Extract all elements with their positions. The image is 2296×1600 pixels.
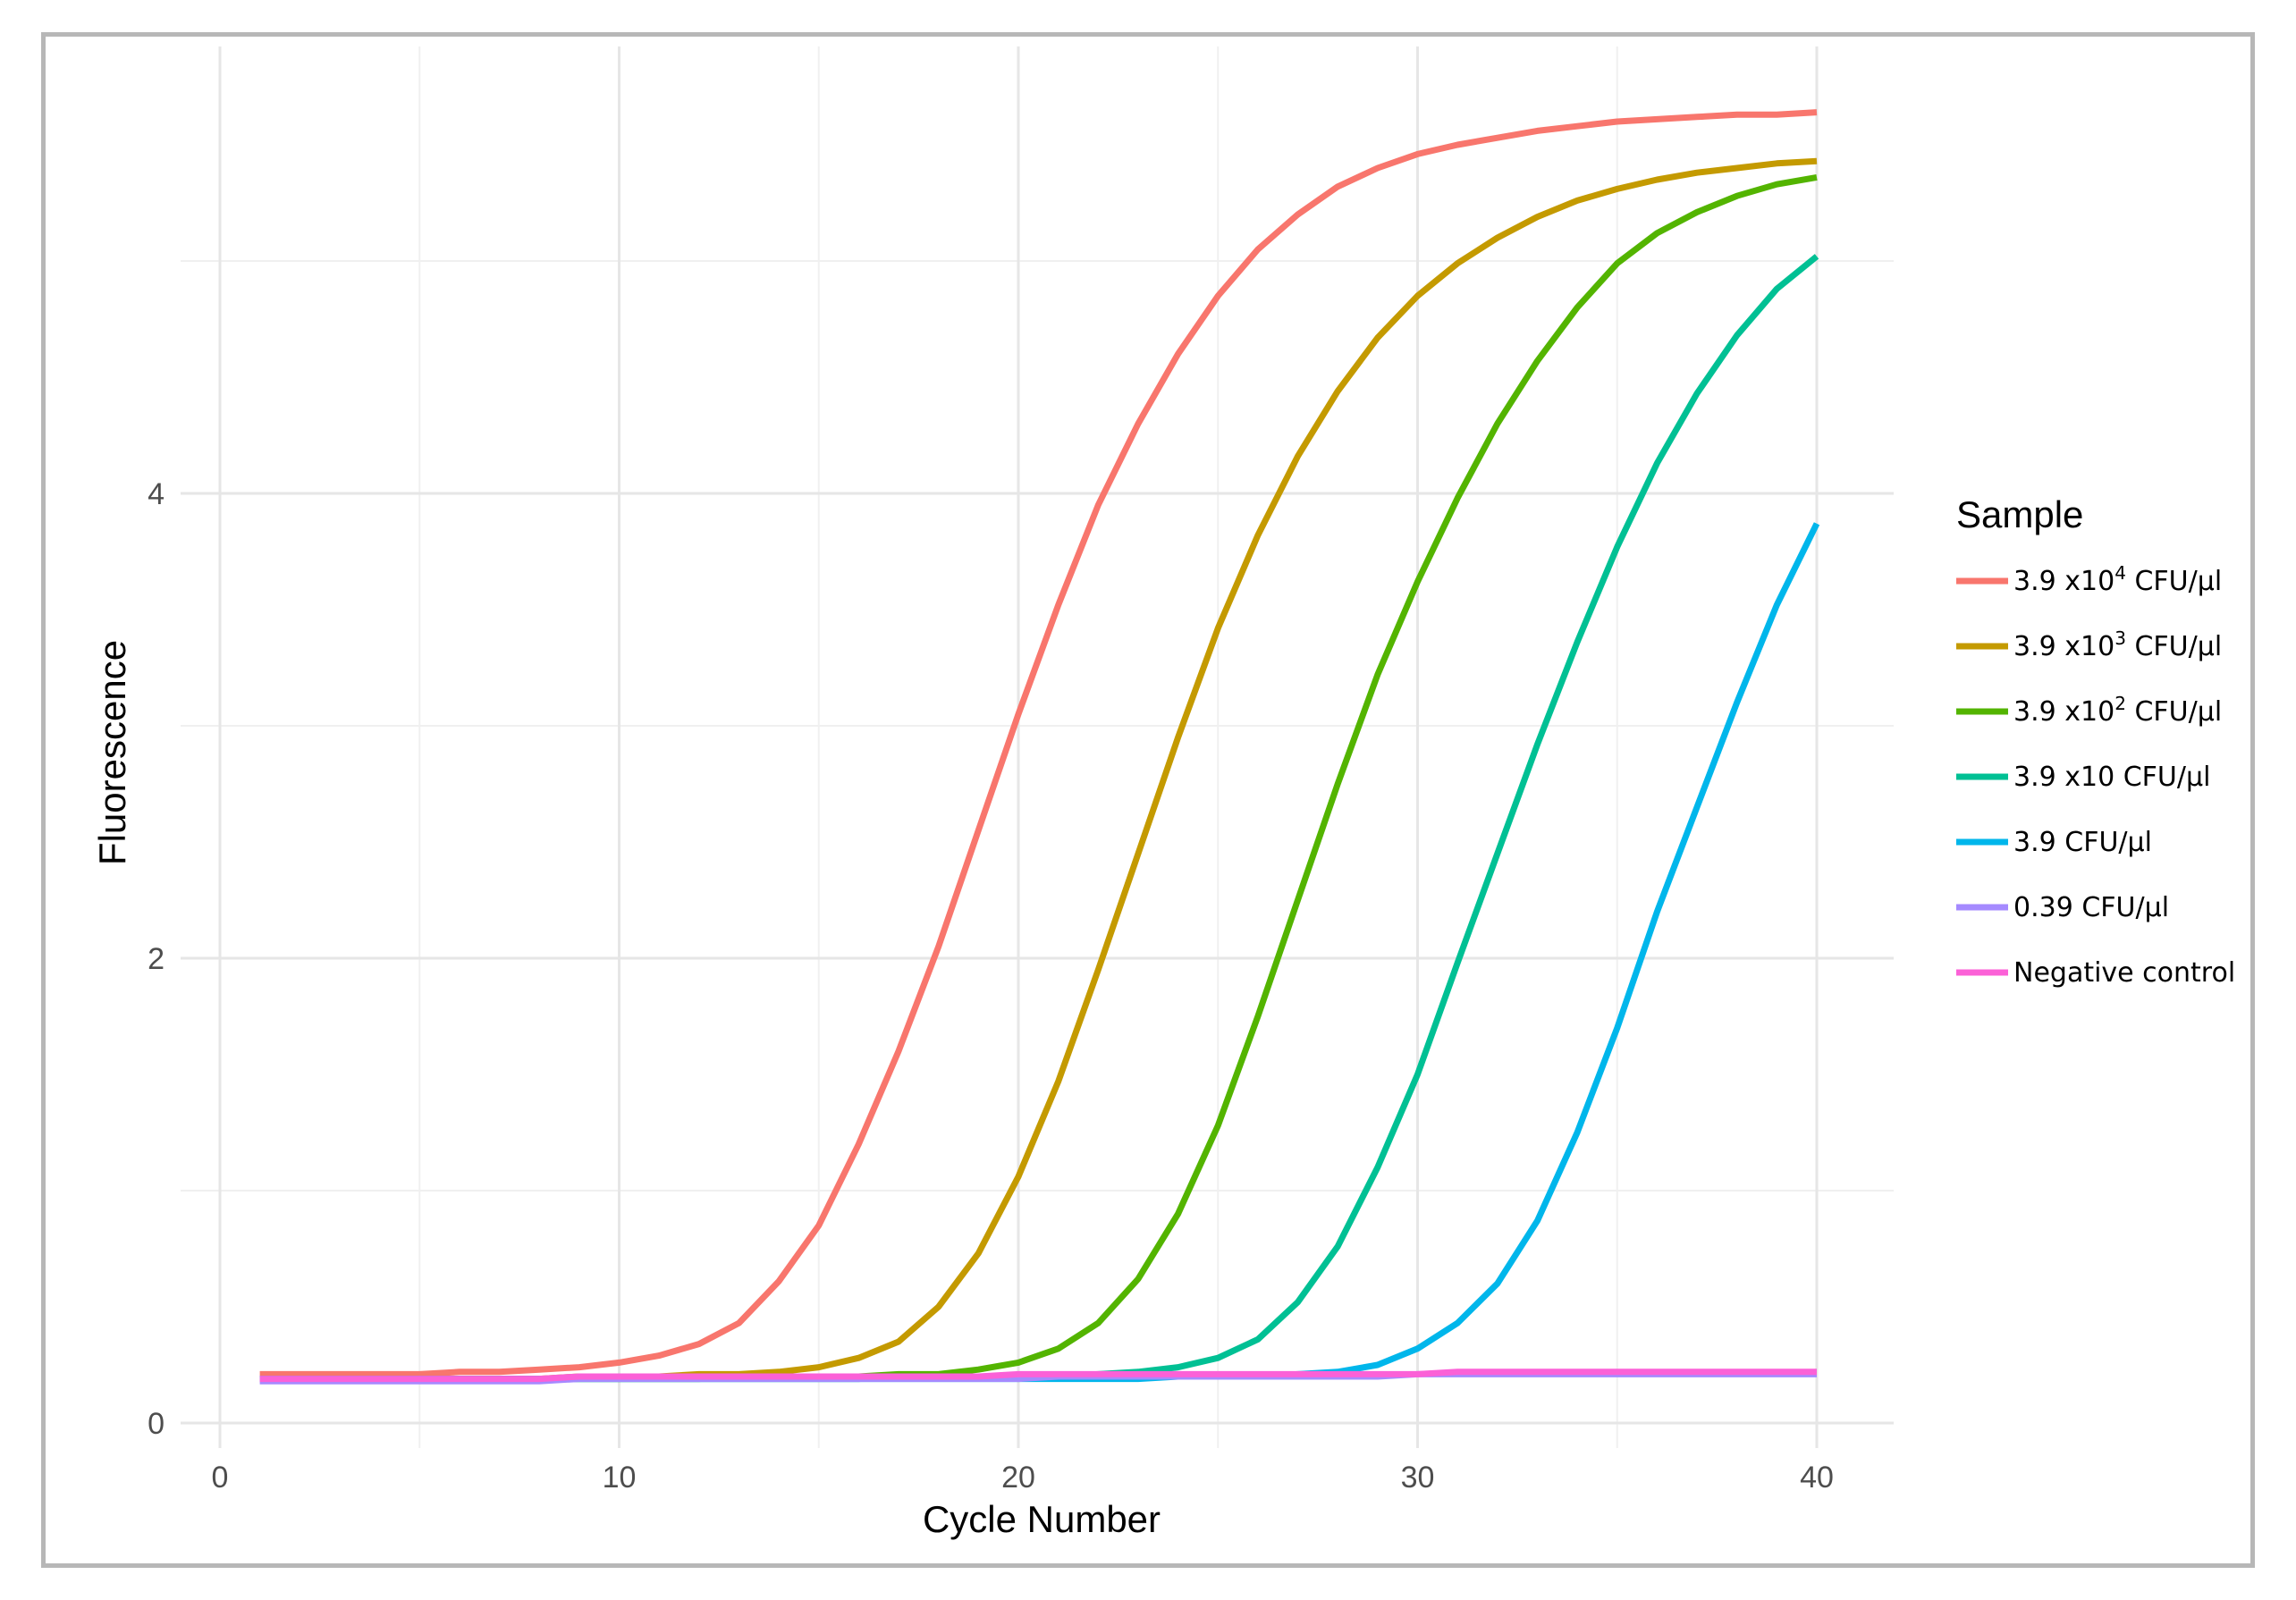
x-tick-label: 30: [1401, 1461, 1435, 1495]
series-line-3: [259, 254, 1819, 1383]
series-line-1: [259, 157, 1818, 1383]
legend-label-6: Negative control: [2013, 957, 2235, 989]
series-line-2: [259, 173, 1818, 1383]
y-tick-label: 0: [148, 1407, 165, 1441]
legend: 3.9 x104 CFU/µl 3.9 x103 CFU/µl 3.9 x102 C…: [1956, 562, 2235, 989]
x-tick-label: 10: [603, 1461, 637, 1495]
y-tick-label: 4: [148, 477, 165, 511]
legend-label-5: 0.39 CFU/µl: [2013, 892, 2169, 923]
legend-label-1: 3.9 x103 CFU/µl: [2013, 627, 2222, 662]
y-tick-label: 2: [148, 942, 165, 976]
series-lines: [259, 109, 1820, 1385]
series-line-6: [259, 1368, 1817, 1383]
chart-frame: [41, 32, 2255, 1568]
legend-label-4: 3.9 CFU/µl: [2013, 827, 2152, 858]
minor-gridlines: [181, 46, 1894, 1448]
x-tick-label: 0: [212, 1461, 229, 1495]
legend-title: Sample: [1956, 493, 2083, 535]
x-tick-label: 40: [1800, 1461, 1834, 1495]
major-gridlines: [181, 46, 1894, 1448]
legend-label-2: 3.9 x102 CFU/µl: [2013, 693, 2222, 728]
y-axis-title: Fluorescence: [91, 640, 133, 865]
series-line-0: [259, 109, 1818, 1377]
x-tick-labels: 0 10 20 30 40: [212, 1461, 1834, 1495]
x-axis-title: Cycle Number: [923, 1498, 1161, 1540]
x-tick-label: 20: [1001, 1461, 1035, 1495]
legend-label-3: 3.9 x10 CFU/µl: [2013, 762, 2210, 793]
legend-label-0: 3.9 x104 CFU/µl: [2013, 562, 2222, 597]
y-tick-labels: 0 2 4: [148, 477, 165, 1441]
